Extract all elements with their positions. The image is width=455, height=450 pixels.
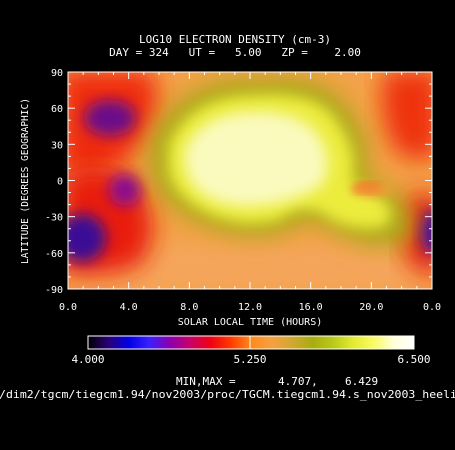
x-axis-label: SOLAR LOCAL TIME (HOURS) <box>178 317 323 328</box>
heatmap-field <box>68 72 432 289</box>
file-path: /dim2/tgcm/tiegcm1.94/nov2003/proc/TGCM.… <box>0 389 455 401</box>
y-tick-label: 30 <box>51 140 63 151</box>
colorbar-label-min: 4.000 <box>71 353 104 366</box>
min-value: 4.707, <box>278 375 318 388</box>
chart-title: LOG10 ELECTRON DENSITY (cm-3) <box>139 33 331 46</box>
axis-ticks <box>67 71 433 290</box>
y-tick-label: 0 <box>57 177 63 188</box>
heatmap-low-east <box>420 210 432 254</box>
chart-subtitle: DAY = 324 UT = 5.00 ZP = 2.00 <box>109 46 361 59</box>
x-tick-label: 0.0 <box>59 302 77 313</box>
x-tick-label: 12.0 <box>238 302 262 313</box>
x-tick-label: 0.0 <box>423 302 441 313</box>
heatmap-low-west-mid <box>109 174 141 206</box>
heatmap-peak-core <box>184 111 328 207</box>
minmax-label: MIN,MAX = <box>176 375 236 388</box>
y-tick-label: -60 <box>45 249 63 260</box>
heatmap-orange-spot <box>350 182 394 198</box>
x-tick-label: 4.0 <box>120 302 138 313</box>
heatmap-low-south-west <box>68 214 106 262</box>
y-axis-label: LATITUDE (DEGREES GEOGRAPHIC) <box>20 98 31 264</box>
colorbar-label-max: 6.500 <box>397 353 430 366</box>
y-tick-label: -30 <box>45 213 63 224</box>
y-tick-label: -90 <box>45 285 63 296</box>
max-value: 6.429 <box>345 375 378 388</box>
x-tick-label: 20.0 <box>359 302 383 313</box>
heatmap-low-north-west <box>84 100 136 136</box>
heatmap-red-region-east <box>381 72 432 160</box>
y-tick-label: 60 <box>51 104 63 115</box>
x-tick-label: 16.0 <box>299 302 323 313</box>
tick-labels: 0.0 4.0 8.0 12.0 16.0 20.0 0.0 90 60 30 0 -30 -60 -90 <box>45 68 441 313</box>
y-tick-label: 90 <box>51 68 63 79</box>
x-tick-label: 8.0 <box>180 302 198 313</box>
colorbar-frame <box>87 335 415 350</box>
colorbar-label-mid: 5.250 <box>233 353 266 366</box>
colorbar <box>88 336 414 349</box>
